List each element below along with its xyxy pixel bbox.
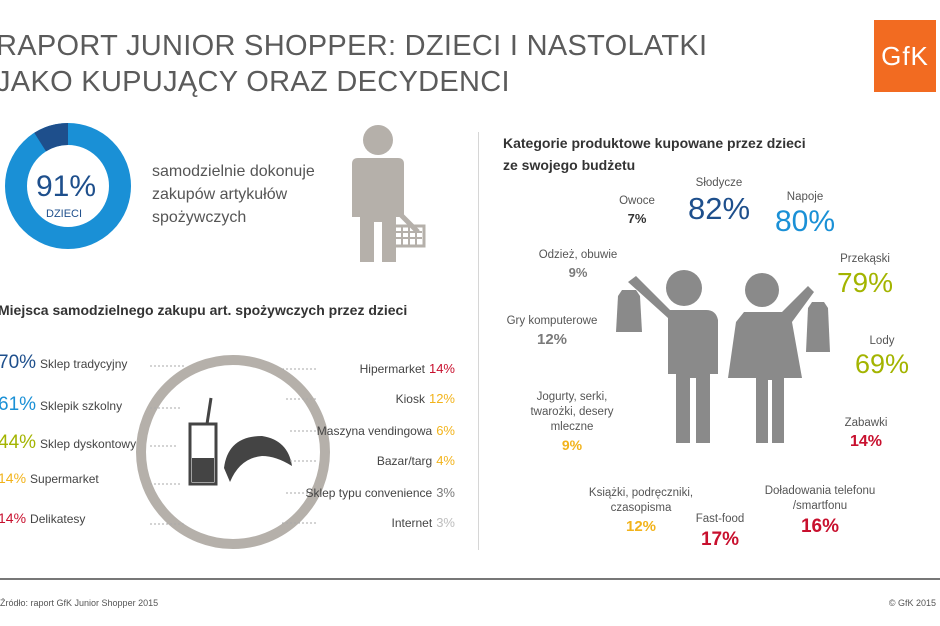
category-value: 69%: [854, 349, 910, 379]
category-item: Doładowania telefonu /smartfonu 16%: [750, 484, 890, 538]
category-item: Książki, podręczniki, czasopisma 12%: [571, 486, 711, 535]
place-right-label: Internet: [391, 516, 433, 530]
categories-heading: Kategorie produktowe kupowane przez dzie…: [503, 132, 806, 176]
place-right-percent: 3%: [436, 485, 455, 500]
category-value: 17%: [700, 529, 740, 550]
category-value: 82%: [687, 191, 751, 226]
place-right-percent: 4%: [436, 453, 455, 468]
footer-copyright: © GfK 2015: [888, 598, 936, 608]
category-name: Odzież, obuwie: [538, 249, 618, 261]
drink-icon: [188, 397, 218, 486]
place-left-row: 14% Delikatesy: [0, 510, 85, 528]
place-right-label: Kiosk: [395, 392, 425, 406]
category-value: 12%: [625, 518, 657, 535]
category-name: Jogurty, serki, twarożki, desery mleczne: [530, 391, 614, 433]
category-item: Jogurty, serki, twarożki, desery mleczne…: [502, 390, 642, 453]
stat-desc-line-3: spożywczych: [152, 209, 247, 226]
place-right-row: Sklep typu convenience 3%: [305, 484, 455, 502]
category-value: 12%: [536, 331, 568, 348]
stat-description: samodzielnie dokonuje zakupów artykułów …: [152, 160, 315, 229]
category-name: Fast-food: [695, 513, 745, 525]
stat-sublabel: DZIECI: [46, 208, 83, 220]
place-right-row: Bazar/targ 4%: [377, 452, 455, 470]
category-item: Słodycze 82%: [649, 176, 789, 227]
categories-heading-line-1: Kategorie produktowe kupowane przez dzie…: [503, 135, 806, 151]
footer-source: Źródło: raport GfK Junior Shopper 2015: [0, 598, 159, 608]
category-value: 79%: [836, 267, 894, 298]
place-right-label: Maszyna vendingowa: [316, 424, 433, 438]
place-left-label: Sklep dyskontowy: [40, 437, 137, 451]
category-name: Przekąski: [840, 253, 890, 265]
place-right-row: Maszyna vendingowa 6%: [317, 422, 455, 440]
category-item: Fast-food 17%: [650, 512, 790, 551]
title-line-2: JAKO KUPUJĄCY ORAZ DECYDENCI: [0, 66, 510, 98]
category-name: Owoce: [619, 195, 655, 207]
place-right-percent: 3%: [436, 515, 455, 530]
category-name: Książki, podręczniki, czasopisma: [588, 487, 694, 514]
place-right-row: Kiosk 12%: [396, 390, 455, 408]
category-name: Słodycze: [695, 177, 743, 189]
place-right-label: Sklep typu convenience: [305, 486, 433, 500]
category-item: Napoje 80%: [735, 190, 875, 239]
place-right-percent: 12%: [428, 391, 455, 406]
place-left-label: Sklepik szkolny: [40, 399, 123, 413]
category-name: Doładowania telefonu /smartfonu: [764, 485, 876, 512]
place-left-row: 14% Supermarket: [0, 470, 99, 488]
place-right-label: Hipermarket: [359, 362, 425, 376]
category-name: Napoje: [786, 191, 824, 203]
place-right-row: Hipermarket 14%: [360, 360, 455, 378]
place-left-percent: 61%: [0, 394, 37, 415]
category-value: 7%: [627, 211, 647, 226]
category-item: Zabawki 14%: [796, 416, 936, 451]
donut-chart: [5, 123, 131, 249]
place-left-row: 61% Sklepik szkolny: [0, 394, 122, 416]
place-left-percent: 70%: [0, 352, 37, 373]
places-heading: Miejsca samodzielnego zakupu art. spożyw…: [0, 302, 408, 318]
category-value: 9%: [568, 265, 588, 280]
place-left-label: Supermarket: [30, 472, 99, 486]
category-item: Przekąski 79%: [795, 252, 935, 299]
page-title: RAPORT JUNIOR SHOPPER: DZIECI I NASTOLAT…: [0, 28, 707, 100]
title-line-1: RAPORT JUNIOR SHOPPER: DZIECI I NASTOLAT…: [0, 30, 708, 62]
category-value: 80%: [774, 205, 836, 238]
place-left-row: 44% Sklep dyskontowy: [0, 432, 136, 454]
categories-heading-line-2: ze swojego budżetu: [503, 157, 636, 173]
places-circle: [136, 355, 330, 549]
children-figures-icon: [616, 270, 830, 443]
category-name: Zabawki: [844, 417, 888, 429]
place-right-percent: 6%: [436, 423, 455, 438]
category-value: 14%: [849, 433, 883, 450]
place-left-label: Delikatesy: [30, 512, 86, 526]
category-name: Lody: [869, 335, 895, 347]
category-item: Gry komputerowe 12%: [482, 314, 622, 348]
place-left-percent: 14%: [0, 470, 27, 486]
stat-desc-line-1: samodzielnie dokonuje: [152, 163, 315, 180]
gfk-logo: GfK: [874, 20, 936, 92]
shopper-figure-icon: [352, 125, 426, 262]
category-name: Gry komputerowe: [506, 315, 598, 327]
category-item: Lody 69%: [812, 334, 940, 380]
bottom-rule: [0, 578, 940, 580]
place-left-percent: 44%: [0, 432, 37, 453]
stat-percent: 91%: [36, 170, 97, 203]
stat-desc-line-2: zakupów artykułów: [152, 186, 288, 203]
place-left-label: Sklep tradycyjny: [40, 357, 128, 371]
category-value: 9%: [561, 437, 583, 453]
place-right-row: Internet 3%: [392, 514, 456, 532]
category-item: Odzież, obuwie 9%: [508, 248, 648, 280]
category-item: Owoce 7%: [567, 194, 707, 226]
vertical-divider: [478, 132, 479, 550]
croissant-icon: [224, 436, 292, 482]
place-left-row: 70% Sklep tradycyjny: [0, 352, 127, 374]
place-left-percent: 14%: [0, 510, 27, 526]
place-right-percent: 14%: [428, 361, 455, 376]
category-value: 16%: [800, 516, 840, 537]
donut-minor-slice: [34, 123, 68, 152]
place-right-label: Bazar/targ: [376, 454, 433, 468]
places-chart: [136, 355, 330, 549]
